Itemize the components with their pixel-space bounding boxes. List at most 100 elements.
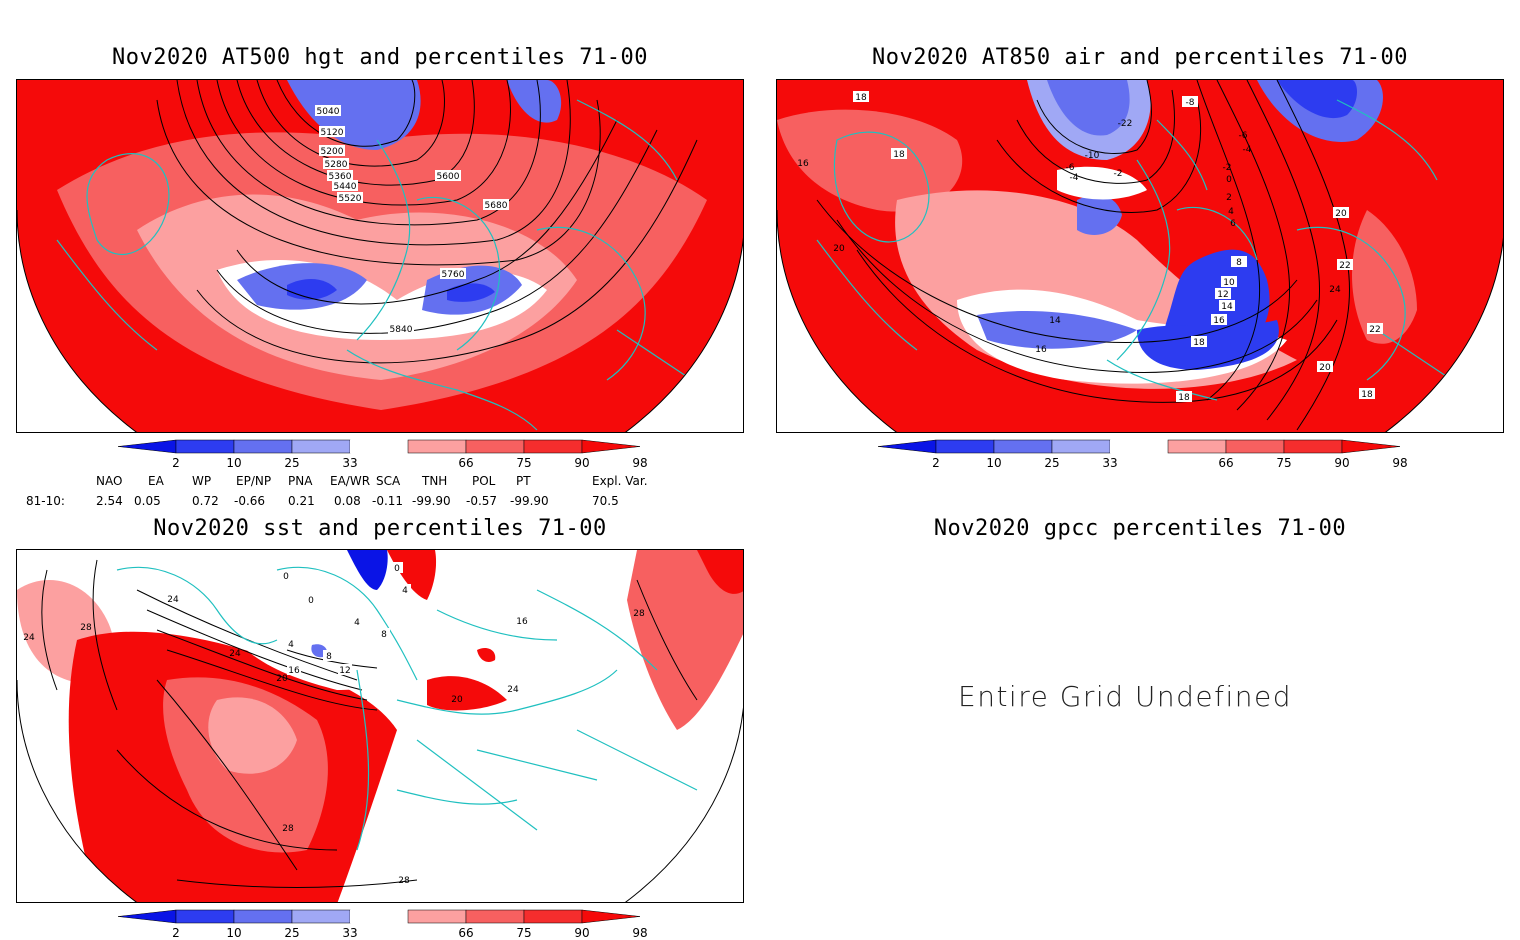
air-contour-label: -4 (1070, 173, 1079, 183)
sst-contour-label: 4 (402, 586, 408, 596)
sst-contour-label: 8 (326, 652, 332, 662)
sst-contour-label: 28 (633, 609, 645, 619)
colorbar-top-left: 2 10 25 33 66 75 90 98 (117, 439, 648, 468)
colorbar-tick-label: 10 (226, 926, 241, 938)
colorbar-arrow-high (581, 439, 641, 454)
hgt-contour-label: 5760 (442, 270, 465, 280)
colorbar-segment (523, 439, 583, 454)
colorbar-arrow-low (877, 439, 937, 454)
colorbar-segment (465, 439, 525, 454)
hgt-contour-label: 5520 (339, 194, 362, 204)
hgt-map: 5040 5120 5200 5280 5360 5440 5520 5600 … (16, 79, 744, 433)
index-header: EA/WR (330, 474, 371, 488)
hgt-contour-label: 5840 (390, 325, 413, 335)
index-value: -99.90 (510, 494, 549, 508)
colorbar-segment (233, 439, 293, 454)
colorbar-tick-label: 90 (1334, 456, 1349, 468)
index-header: PT (516, 474, 531, 488)
colorbar-segment (993, 439, 1053, 454)
air-contour-label: 16 (797, 159, 809, 169)
air-contour-label: 20 (1335, 209, 1347, 219)
colorbar-arrow-low (117, 909, 177, 924)
colorbar-arrow-low (117, 439, 177, 454)
colorbar-segment (1225, 439, 1285, 454)
index-value: 0.08 (334, 494, 361, 508)
hgt-contour-label: 5360 (329, 172, 352, 182)
colorbar-tick-label: 10 (986, 456, 1001, 468)
colorbar-segment (935, 439, 995, 454)
air-contour-label: 22 (1369, 325, 1380, 335)
colorbar-bottom-left: 2 10 25 33 66 75 90 98 (117, 909, 648, 938)
sst-contour-label: 8 (381, 630, 387, 640)
index-value: 2.54 (96, 494, 123, 508)
colorbar-segment (407, 439, 467, 454)
colorbar-segment (175, 439, 235, 454)
sst-contour-label: 0 (308, 596, 314, 606)
index-row-label: 81-10: (26, 494, 65, 508)
air-contour-label: 18 (855, 93, 867, 103)
colorbar-tick-label: 66 (1218, 456, 1233, 468)
sst-map: 24 28 24 20 16 12 8 4 4 8 4 0 0 0 24 16 … (16, 549, 744, 903)
air-contour-label: 20 (1319, 363, 1331, 373)
air-contour-label: -2 (1114, 169, 1123, 179)
air-contour-label: -4 (1243, 145, 1252, 155)
air-contour-label: 22 (1339, 261, 1350, 271)
air-contour-label: -10 (1085, 151, 1100, 161)
index-value: 70.5 (592, 494, 619, 508)
colorbar-segment (350, 440, 408, 453)
air-contour-label: 0 (1226, 175, 1232, 185)
colorbar-tick-label: 66 (458, 456, 473, 468)
colorbar-segment (407, 909, 467, 924)
index-header: PNA (288, 474, 313, 488)
air-contour-label: 6 (1230, 219, 1236, 229)
air-contour-label: 20 (833, 244, 845, 254)
hgt-contour-label: 5600 (437, 172, 460, 182)
hgt-contour-label: 5040 (317, 107, 340, 117)
air-contour-label: 10 (1223, 278, 1235, 288)
index-value: -0.57 (466, 494, 498, 508)
index-value: -99.90 (412, 494, 451, 508)
colorbar-tick-label: 25 (284, 456, 299, 468)
air-contour-label: 16 (1213, 316, 1225, 326)
index-value: 0.21 (288, 494, 315, 508)
index-header: EA (148, 474, 164, 488)
index-header: WP (192, 474, 212, 488)
colorbar-tick-label: 2 (172, 456, 180, 468)
colorbar-segment (291, 439, 351, 454)
colorbar-segment (523, 909, 583, 924)
index-header: EP/NP (236, 474, 272, 488)
sst-contour-label: 28 (80, 623, 92, 633)
colorbar-tick-label: 25 (1044, 456, 1059, 468)
sst-map-graphic: 24 28 24 20 16 12 8 4 4 8 4 0 0 0 24 16 … (17, 550, 743, 902)
colorbar-tick-label: 10 (226, 456, 241, 468)
sst-contour-label: 16 (288, 666, 300, 676)
hgt-contour-label: 5280 (325, 160, 348, 170)
index-header: TNH (422, 474, 448, 488)
sst-contour-label: 28 (282, 824, 294, 834)
index-header: Expl. Var. (592, 474, 648, 488)
hgt-map-graphic: 5040 5120 5200 5280 5360 5440 5520 5600 … (17, 80, 743, 432)
colorbar-segment (1110, 440, 1168, 453)
hgt-contour-label: 5120 (321, 128, 344, 138)
air-contour-label: 2 (1226, 193, 1232, 203)
colorbar-tick-label: 33 (342, 926, 357, 938)
gpcc-panel-title: Nov2020 gpcc percentiles 71-00 (933, 516, 1347, 541)
sst-contour-label: 24 (229, 649, 241, 659)
colorbar-arrow-high (581, 909, 641, 924)
colorbar-segment (233, 909, 293, 924)
hgt-contour-label: 5680 (485, 201, 508, 211)
air-contour-label: 8 (1236, 258, 1242, 268)
air-panel-title: Nov2020 AT850 air and percentiles 71-00 (871, 45, 1409, 70)
air-contour-label: -2 (1223, 163, 1232, 173)
hgt-contour-label: 5200 (321, 147, 344, 157)
air-contour-label: 18 (893, 150, 905, 160)
air-contour-label: -6 (1066, 163, 1075, 173)
air-contour-label: 18 (1361, 390, 1373, 400)
colorbar-tick-label: 98 (632, 926, 647, 938)
colorbar-tick-label: 90 (574, 456, 589, 468)
air-contour-label: -8 (1186, 98, 1195, 108)
colorbar-tick-label: 2 (932, 456, 940, 468)
colorbar-tick-label: 75 (1276, 456, 1291, 468)
sst-contour-label: 24 (167, 595, 179, 605)
colorbar-tick-label: 66 (458, 926, 473, 938)
